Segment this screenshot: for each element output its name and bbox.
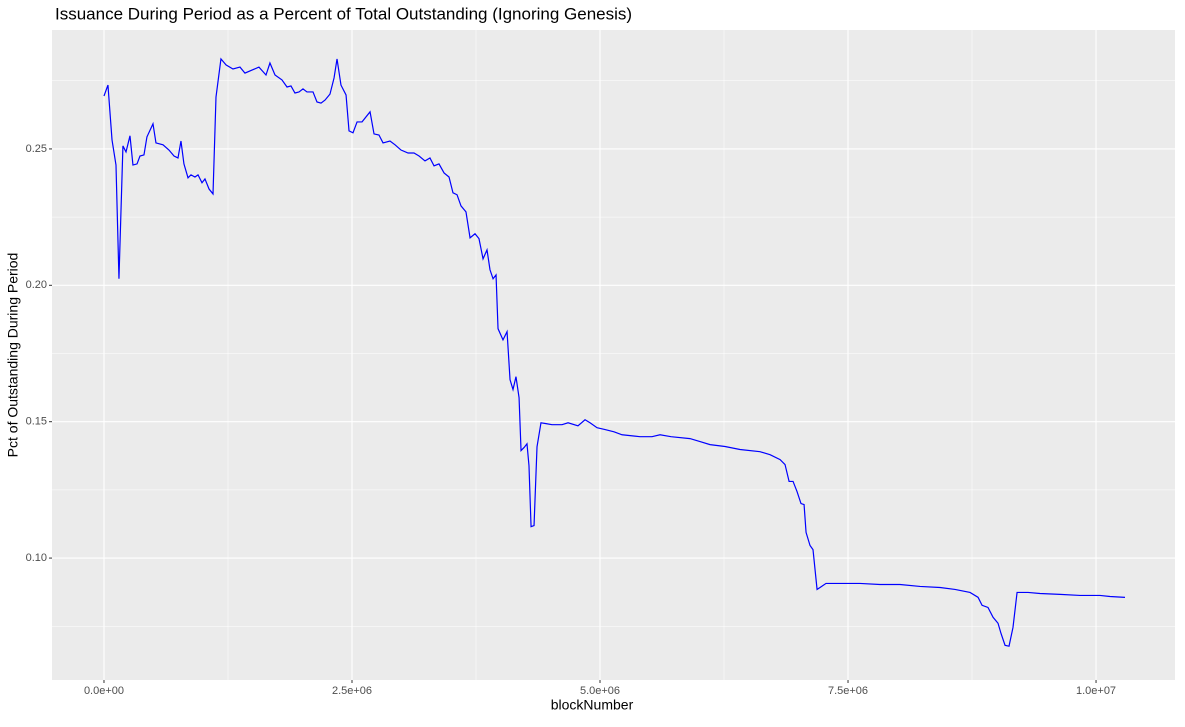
- y-tick-label: 0.10: [26, 552, 47, 564]
- data-line: [103, 57, 1126, 647]
- x-tick-label: 0.0e+00: [84, 685, 124, 697]
- y-tick-label: 0.20: [26, 279, 47, 291]
- chart-title: Issuance During Period as a Percent of T…: [55, 4, 632, 23]
- y-axis-label: Pct of Outstanding During Period: [5, 253, 21, 458]
- x-tick-label: 1.0e+07: [1076, 685, 1116, 697]
- x-tick-label: 7.5e+06: [828, 685, 868, 697]
- x-tick-label: 5.0e+06: [580, 685, 620, 697]
- x-axis-label: blockNumber: [551, 697, 634, 713]
- x-tick-label: 2.5e+06: [332, 685, 372, 697]
- y-tick-label: 0.25: [26, 143, 47, 155]
- plot-panel: [52, 30, 1175, 680]
- y-tick-label: 0.15: [26, 416, 47, 428]
